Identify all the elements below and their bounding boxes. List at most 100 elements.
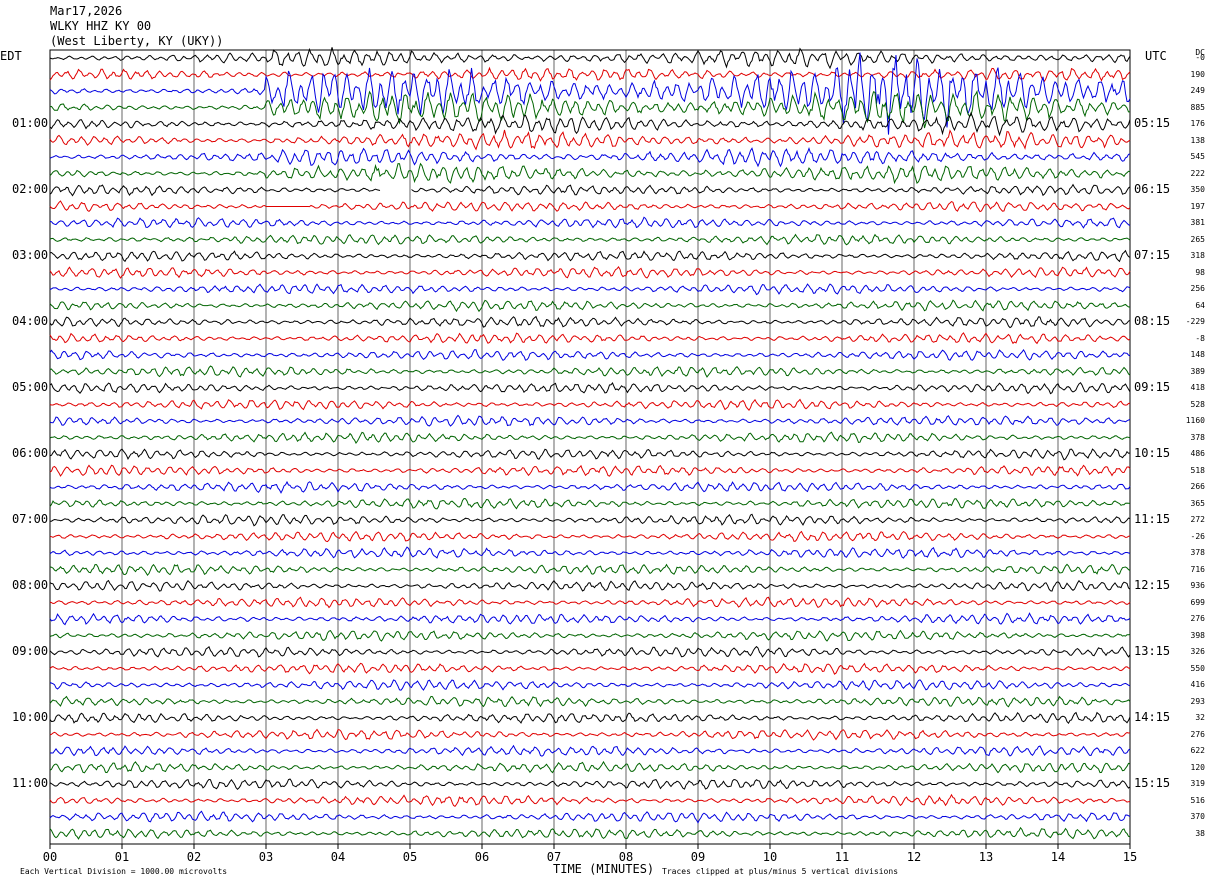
trace-line [49,695,1131,708]
trace-line [49,129,1131,151]
x-tick-label: 04 [331,850,345,864]
trace-line [49,810,1131,824]
dc-header: DC [1195,48,1205,57]
dc-offset-value: 885 [1190,102,1205,112]
trace-line [49,645,1131,658]
dc-offset-value: -0 [1195,53,1205,62]
dc-offset-value: 516 [1190,795,1205,805]
dc-offset-value: 32 [1195,713,1205,722]
left-timezone-label: EDT [0,49,22,63]
trace-line [49,183,1131,197]
trace-line [49,283,1131,296]
dc-offset-value: 197 [1190,201,1205,211]
trace-line [49,596,1131,609]
dc-offset-value: 381 [1190,218,1205,227]
dc-offset-value: -26 [1190,531,1205,541]
left-hour-label: 07:00 [12,512,49,526]
dc-offset-value: -8 [1195,333,1205,343]
x-tick-label: 00 [43,850,57,864]
x-tick-label: 07 [547,850,561,864]
trace-line [49,111,1131,137]
dc-offset-value: 38 [1195,828,1205,838]
dc-offset-value: 528 [1190,399,1205,409]
trace-line [49,200,1131,213]
x-tick-label: 11 [835,850,849,864]
trace-line [49,579,1131,592]
x-tick-label: 12 [907,850,921,864]
x-tick-label: 15 [1123,850,1137,864]
dc-offset-value: 418 [1190,383,1205,392]
dc-offset-value: 190 [1190,69,1205,79]
dc-offset-value: 545 [1190,152,1205,161]
plot-frame [49,49,1131,845]
trace-line [49,679,1131,691]
trace-line [49,52,1131,135]
left-hour-label: 01:00 [12,116,49,130]
trace-line [49,216,1131,229]
dc-offset-value: 326 [1190,647,1205,656]
trace-line [49,612,1131,626]
right-hour-label: 14:15 [1134,710,1171,724]
trace-line [49,711,1131,725]
right-timezone-label: UTC [1145,49,1167,63]
trace-line [49,563,1131,577]
dc-offset-value: 350 [1190,185,1205,194]
dc-offset-value: 518 [1190,465,1205,475]
trace-line [49,513,1131,527]
trace-line [49,431,1131,444]
dc-offset-value: 1160 [1185,416,1205,425]
left-hour-label: 04:00 [12,314,49,328]
dc-offset-value: 378 [1190,432,1205,442]
station-label: WLKY HHZ KY 00 [50,19,152,33]
trace-line [49,760,1131,774]
dc-offset-value: 370 [1190,812,1205,821]
dc-offset-value: 256 [1190,284,1205,293]
dc-offset-value: 622 [1190,746,1205,755]
trace-line [49,299,1131,313]
right-hour-label: 05:15 [1134,116,1171,130]
right-hour-label: 12:15 [1134,578,1171,592]
dc-offset-value: 64 [1195,300,1205,310]
right-hour-label: 08:15 [1134,314,1171,328]
trace-line [49,744,1131,757]
x-tick-label: 03 [259,850,273,864]
x-axis-label: TIME (MINUTES) [553,862,655,876]
left-hour-label: 09:00 [12,644,49,658]
x-tick-label: 01 [115,850,129,864]
dc-offset-value: 265 [1190,234,1205,244]
trace-line [49,480,1131,494]
left-hour-label: 02:00 [12,182,49,196]
footnote-right: Traces clipped at plus/minus 5 vertical … [662,867,899,876]
dc-offset-value: 266 [1190,482,1205,491]
right-hour-label: 13:15 [1134,644,1171,658]
right-hour-label: 15:15 [1134,776,1171,790]
x-tick-label: 09 [691,850,705,864]
x-tick-label: 10 [763,850,777,864]
dc-offset-value: 249 [1190,86,1205,95]
dc-offset-value: 293 [1190,696,1205,706]
dc-offset-value: 120 [1190,762,1205,772]
dc-offset-value: 98 [1195,267,1205,277]
trace-line [49,414,1131,427]
date-label: Mar17,2026 [50,4,123,18]
dc-offset-value: 276 [1190,614,1205,623]
dc-offset-value: 398 [1190,630,1205,640]
right-hour-label: 06:15 [1134,182,1171,196]
trace-line [49,398,1131,412]
trace-line [49,448,1131,461]
trace-line [49,66,1131,83]
dc-offset-value: 486 [1190,449,1205,458]
trace-line [49,793,1131,807]
trace-line [49,266,1131,279]
trace-line [49,249,1131,263]
trace-line [49,662,1131,675]
x-tick-label: 14 [1051,850,1065,864]
trace-line [49,381,1131,395]
trace-line [49,464,1131,477]
right-hour-label: 11:15 [1134,512,1171,526]
dc-offset-value: -229 [1185,317,1205,326]
trace-line [49,315,1131,329]
right-hour-label: 09:15 [1134,380,1171,394]
dc-offset-value: 936 [1190,581,1205,590]
